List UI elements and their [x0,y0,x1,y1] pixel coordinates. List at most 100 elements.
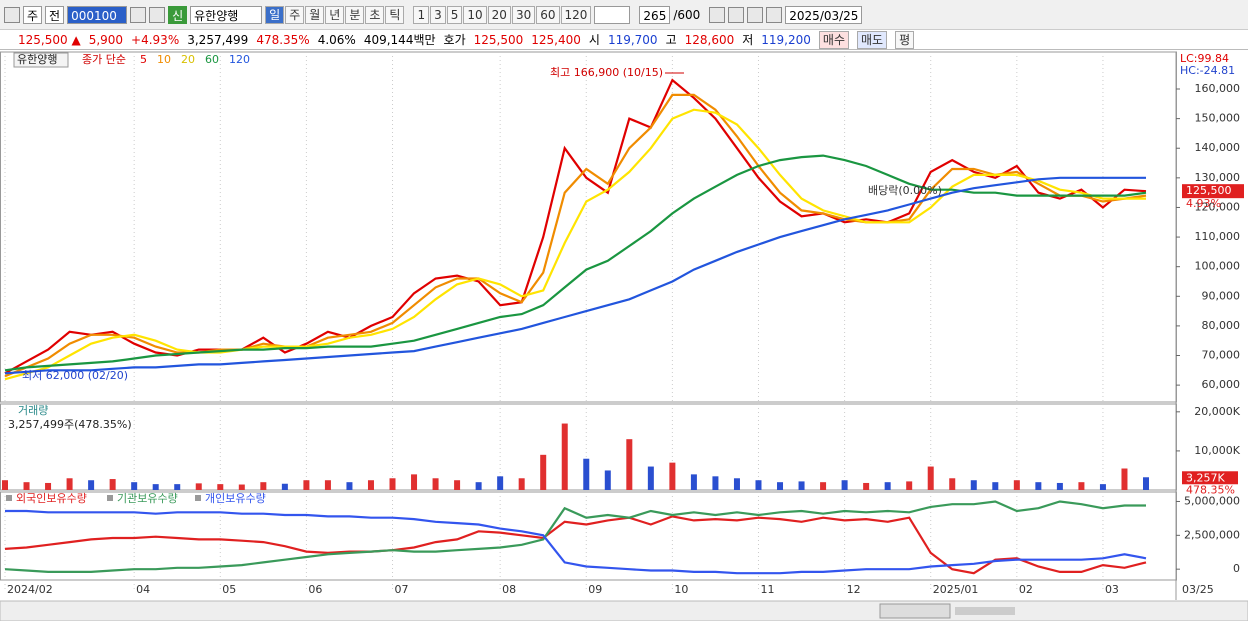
volume-bar [604,470,611,490]
volume-bar [475,482,482,490]
volume-bar [497,476,504,490]
period-button[interactable]: 분 [345,5,365,24]
volume-bar [260,482,267,490]
turnover: 4.06% [317,32,356,47]
volume-bar [1056,482,1063,490]
volume-bar [798,481,805,490]
x-tick-label: 02 [1019,583,1033,596]
x-tick-label: 12 [847,583,861,596]
interval-button[interactable]: 1 [413,5,430,24]
last-volume-box [1182,471,1238,485]
period-button[interactable]: 주 [285,5,305,24]
last-price-box [1182,184,1244,199]
save-icon[interactable] [747,6,764,23]
last-volume-label: 3,257K [1186,471,1225,484]
period-button[interactable]: 월 [305,5,325,24]
interval-button[interactable]: 120 [560,5,592,24]
y-tick-label: 150,000 [1195,112,1241,125]
rate: +4.93% [131,32,180,47]
period-button[interactable]: 틱 [385,5,405,24]
legend-entry: 기관보유수량 [117,492,178,505]
interval-button[interactable]: 30 [511,5,536,24]
series-line [4,176,1146,375]
interval-select[interactable] [594,5,631,24]
y-tick-label: 60,000 [1202,378,1241,391]
volume-bar [949,478,956,490]
series-line [4,500,1146,573]
market-select[interactable]: 전 [45,5,65,24]
x-tick-label: 08 [502,583,516,596]
volume-bar [1035,482,1042,490]
interval-button[interactable]: 20 [487,5,511,24]
amount: 409,144백만 [363,33,436,47]
menu-icon[interactable] [4,6,20,23]
eval-button[interactable]: 평 [895,30,915,49]
volume-bar [540,454,547,490]
scroll-controls[interactable] [879,603,951,619]
volume-bar [324,480,331,490]
zoom-slider[interactable] [955,607,1015,615]
period-button[interactable]: 일 [265,5,285,24]
volume-bar [217,484,224,490]
count[interactable]: 265 [639,5,671,24]
sell-button[interactable]: 매도 [857,30,888,49]
volume-bar [777,482,784,490]
x-tick-label: 04 [136,583,150,596]
date-input[interactable]: 2025/03/25 [785,5,863,24]
quote-bar: 125,500 ▲ 5,900 +4.93% 3,257,499 478.35%… [0,30,1248,50]
legend-entry: 60 [205,53,219,66]
kind-select[interactable]: 주 [23,5,43,24]
volume-bar [561,423,568,490]
series-line [4,154,1147,372]
volume-bar [238,484,245,490]
interval-button[interactable]: 60 [536,5,560,24]
volume-bar [583,458,590,490]
volume-bar [389,478,396,490]
volume-bar [863,482,870,490]
y-tick-label: 10,000K [1194,444,1240,457]
interval-button[interactable]: 5 [446,5,463,24]
interval-button[interactable]: 3 [430,5,446,24]
x-tick-label: 2024/02 [7,583,53,596]
search-icon[interactable] [130,6,147,23]
tool-icon[interactable] [709,6,726,23]
period-button[interactable]: 초 [365,5,385,24]
code-input[interactable]: 000100 [67,5,128,24]
label-box [13,52,69,68]
volume: 3,257,499 [187,32,249,47]
sound-icon[interactable] [149,6,166,23]
volume-bar [970,480,977,490]
volume-bar [906,481,913,490]
badge: 신 [168,5,188,24]
volume-bar [1099,484,1106,490]
x-tick-label: 05 [222,583,236,596]
volume-bar [1121,468,1128,490]
buy-button[interactable]: 매수 [818,30,849,49]
volume-bar [109,479,116,490]
settings-icon[interactable] [766,6,783,23]
price: 125,500 ▲ [18,32,81,47]
volume-bar [346,482,353,490]
legend-swatch [195,495,201,501]
tool-icon[interactable] [728,6,745,23]
volume-bar [303,480,310,490]
scrollbar[interactable] [0,600,1248,621]
series-line [5,509,1147,575]
open: 119,700 [607,32,658,47]
legend-swatch [107,495,113,501]
y-tick-label: 160,000 [1195,82,1241,95]
volume-bar [195,483,202,490]
legend-entry: 20 [181,53,195,66]
interval-button[interactable]: 10 [463,5,487,24]
period-button[interactable]: 년 [325,5,345,24]
change: 5,900 [88,32,124,47]
volume-rate: 478.35% [256,32,310,47]
bid: 125,400 [531,32,581,47]
volume-bar [367,480,374,490]
volume-bar [1013,480,1020,490]
volume-bar [755,480,762,490]
legend-entry: 120 [229,53,250,66]
ask-label: 호가 [443,33,466,47]
